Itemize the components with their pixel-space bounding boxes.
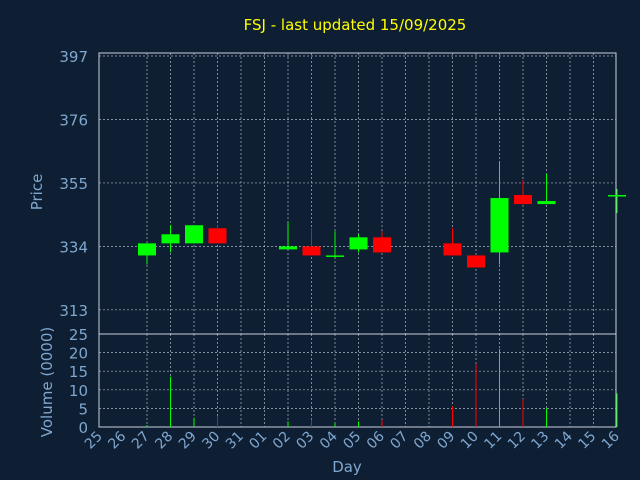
candle — [279, 222, 297, 250]
candle — [161, 225, 180, 253]
candle-body — [279, 246, 297, 250]
volume-tick-label: 15 — [69, 363, 88, 381]
candle-body — [302, 246, 321, 256]
volume-plot-frame — [98, 333, 617, 428]
candle — [185, 225, 203, 244]
price-tick-label: 313 — [59, 302, 88, 320]
x-axis-label: Day — [332, 458, 362, 476]
volume-panel: 25 26 27 28 29 30 31 01 02 03 04 05 06 07 08 09 10 11 12 13… — [69, 326, 623, 452]
volume-tick-label: 0 — [78, 419, 88, 437]
candle — [349, 234, 368, 253]
candle — [138, 243, 156, 265]
candle — [208, 225, 227, 244]
candle — [326, 231, 344, 259]
candle — [514, 179, 532, 205]
candle-body — [443, 243, 462, 256]
price-panel: 313 334 355 376 397 — [59, 48, 626, 335]
candle — [302, 228, 321, 256]
candle-body — [537, 201, 556, 205]
price-tick-label: 376 — [59, 111, 88, 129]
candle-body — [490, 198, 509, 253]
price-tick-label: 397 — [59, 48, 88, 66]
candle-body — [326, 255, 344, 257]
candle — [467, 255, 485, 268]
candle-body — [514, 195, 532, 205]
candle — [443, 228, 462, 256]
chart-title: FSJ - last updated 15/09/2025 — [244, 16, 467, 34]
price-tick-label: 334 — [59, 238, 88, 256]
candle-body — [373, 237, 391, 253]
volume-tick-label: 25 — [69, 326, 88, 344]
volume-tick-label: 5 — [78, 400, 88, 418]
candle-body — [608, 195, 626, 197]
candle-body — [138, 243, 156, 256]
candle — [608, 188, 626, 214]
price-tick-label: 355 — [59, 175, 88, 193]
candle-body — [185, 225, 203, 244]
candle-body — [208, 228, 227, 244]
candle-body — [161, 234, 180, 244]
candle-body — [349, 237, 368, 250]
candle — [373, 231, 391, 253]
candle-body — [467, 255, 485, 268]
price-axis-label: Price — [28, 174, 46, 211]
volume-tick-label: 20 — [69, 345, 88, 363]
volume-tick-label: 10 — [69, 382, 88, 400]
volume-axis-label: Volume (0000) — [38, 327, 56, 437]
candle — [490, 161, 509, 265]
candle — [537, 173, 556, 205]
